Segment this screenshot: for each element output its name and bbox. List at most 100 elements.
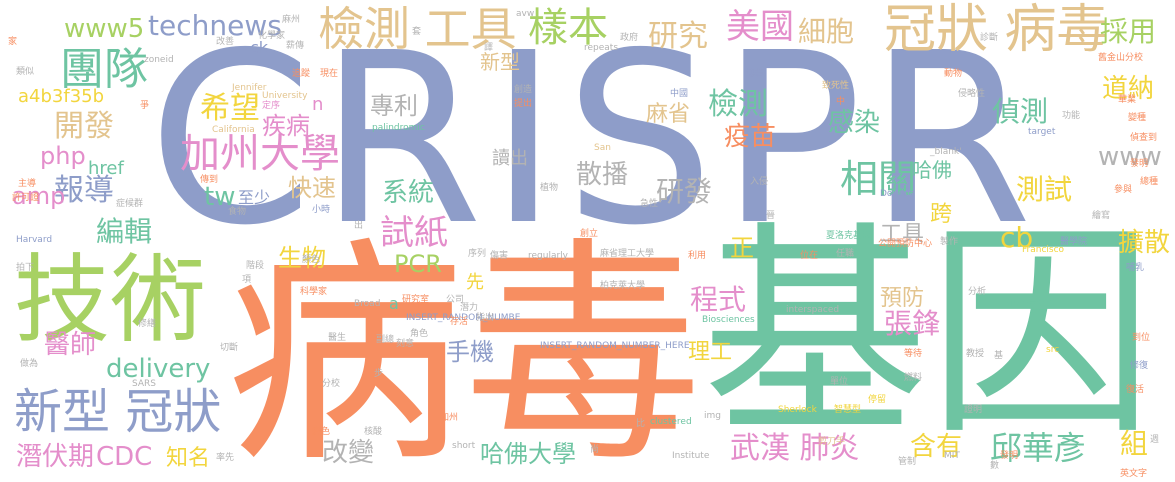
word-s31: 症候群	[116, 199, 144, 209]
word-s65: 加州	[440, 413, 459, 423]
word-francisco: Francisco	[1022, 245, 1065, 255]
word-technews: technews	[148, 9, 282, 42]
word-s75: 切斷	[220, 343, 239, 353]
word-interspaced: interspaced	[786, 305, 840, 315]
word-bingdu: 病毒	[226, 218, 702, 482]
word-san: San	[594, 143, 611, 153]
word-xitong: 系統	[382, 178, 435, 208]
word-hanyou: 含有	[910, 432, 963, 462]
word-s87: 發明	[1000, 451, 1019, 461]
word-s71: 拍下	[16, 263, 35, 273]
word-xinxing-guanzhuang: 新型 冠狀	[14, 384, 222, 440]
word-s70: 項	[242, 275, 252, 285]
word-gaibian: 改變	[322, 438, 375, 468]
word-zhuanli: 專利	[370, 92, 418, 120]
word-s39: 夏洛克基因	[826, 231, 872, 241]
word-s28: 總種	[1140, 177, 1159, 187]
word-s21: 舊金山分校	[1098, 53, 1144, 63]
word-chengshi: 程式	[690, 283, 747, 316]
word-s52: 停留	[868, 395, 887, 405]
word-xibao: 細胞	[798, 15, 855, 48]
word-s4: 譯	[484, 43, 494, 53]
word-s90: 中	[836, 97, 846, 107]
word-blank: _blank'	[930, 147, 962, 157]
word-yanfa: 研發	[656, 175, 713, 208]
word-insert1: INSERT_RANDOM_NUMBE	[406, 313, 521, 323]
word-s57: 研究室	[402, 295, 430, 305]
word-masheng-ligong: 麻省理工大學	[600, 249, 655, 259]
word-gongju-small: 工具	[880, 222, 925, 247]
word-s36: 急性	[640, 199, 659, 209]
word-n: n	[312, 94, 324, 115]
word-amp: amp	[12, 182, 66, 210]
word-s5: 政府	[620, 33, 639, 43]
word-php: php	[40, 142, 86, 170]
word-s3: 套	[412, 27, 422, 37]
word-shuhui: 數	[990, 461, 1000, 471]
word-s29: 主導	[18, 179, 37, 189]
word-jishu: 技術	[14, 244, 206, 356]
word-s37: 創立	[580, 229, 599, 239]
word-yimiao: 疫苗	[724, 122, 777, 152]
word-cb: cb	[1000, 221, 1034, 254]
word-shouji: 手機	[446, 338, 494, 366]
word-ceshi: 測試	[1016, 173, 1073, 206]
word-s74: 醫生	[328, 333, 347, 343]
word-s60: 角色	[410, 329, 429, 339]
word-kuaisu: 快速	[288, 174, 336, 202]
word-s14: 追蹤	[292, 69, 311, 79]
word-s76: 做為	[20, 359, 39, 369]
word-s42: 位在	[800, 251, 819, 261]
word-bulaode: 布洛德研究所	[1006, 297, 1066, 308]
word-institute: Institute	[672, 451, 710, 461]
word-s59: 存活	[450, 317, 469, 327]
word-qiuhuayan: 邱華彥	[990, 429, 1087, 467]
word-pcr: PCR	[394, 250, 442, 278]
word-s24: 偵查到	[1130, 133, 1158, 143]
word-hafodaxue: 哈佛大學	[480, 440, 576, 468]
word-s66: 分校	[322, 379, 341, 389]
word-xinxing-small: 新型	[480, 50, 520, 74]
word-s89: 潛力	[460, 303, 479, 313]
word-sherlock: Sherlock	[778, 405, 817, 415]
word-s9: 變種	[1128, 113, 1147, 123]
word-s1: 麻州	[282, 15, 301, 25]
word-s15: 現在	[320, 69, 339, 79]
word-s44: 哺乳	[1126, 263, 1145, 273]
word-s83: 率先	[216, 453, 235, 463]
word-zhihui: 智慧型	[834, 405, 862, 415]
word-s10: 爭	[140, 101, 150, 111]
word-s67: 步	[374, 369, 384, 379]
word-crispr: CRISPR	[148, 2, 1039, 277]
word-s22: 華業	[1118, 95, 1137, 105]
word-s8: 類似	[16, 67, 35, 77]
word-s12: 薪傳	[286, 41, 305, 51]
word-jiandao: 剪刀手	[818, 437, 846, 447]
word-s85: 週	[1150, 435, 1160, 445]
word-target: target	[1028, 127, 1056, 137]
word-regularly: regularly	[528, 251, 568, 261]
word-s51: 單位	[830, 377, 849, 387]
word-s68: 顏色	[302, 255, 321, 265]
word-broad: Broad	[354, 299, 381, 309]
word-fangzhi: 預防中心	[896, 239, 933, 249]
word-jiance2: 檢測	[708, 87, 768, 122]
word-zhangfeng: 張鋒	[884, 307, 941, 340]
word-kuosan: 擴散	[1118, 228, 1171, 258]
word-jixing: 疾病	[262, 112, 310, 140]
word-s45: 分析	[968, 287, 987, 297]
word-s62: 刻意	[396, 339, 415, 349]
word-california: California	[212, 125, 255, 135]
word-duchu: 讀出	[492, 148, 528, 169]
word-s78: 序列	[468, 249, 487, 259]
word-s49: 復活	[1126, 385, 1145, 395]
word-s17: 提出	[514, 99, 533, 109]
word-s81: 出	[354, 221, 364, 231]
word-yanjiu: 研究	[648, 19, 708, 54]
word-masheng: 麻省	[646, 102, 691, 127]
word-a4b3f35b: a4b3f35b	[18, 86, 105, 107]
word-s64: 核酸	[364, 427, 383, 437]
word-s88: 比	[636, 419, 646, 429]
word-s54: 英文字	[1120, 469, 1148, 479]
